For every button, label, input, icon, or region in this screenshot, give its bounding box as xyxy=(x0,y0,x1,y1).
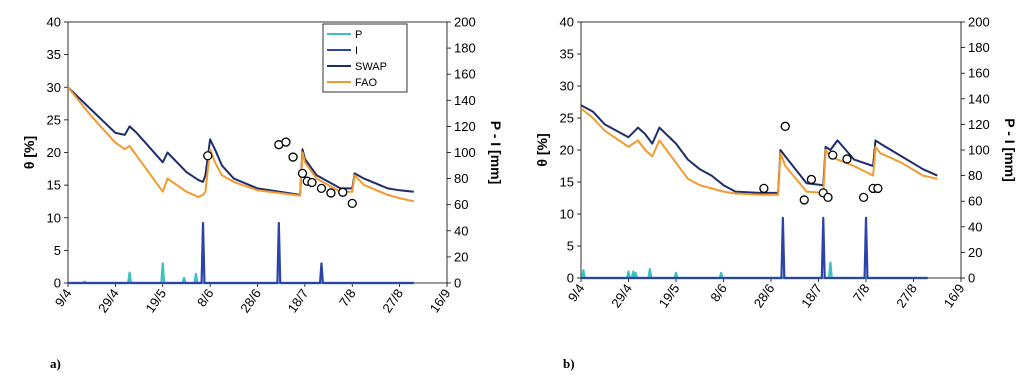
ytick-left-label: 30 xyxy=(560,79,574,94)
observed-point xyxy=(297,168,308,179)
panel-label: b) xyxy=(563,356,575,371)
xtick-label: 28/6 xyxy=(237,286,264,315)
ytick-left-label: 40 xyxy=(47,15,61,30)
xtick-label: 28/6 xyxy=(751,281,778,310)
xtick-label: 16/9 xyxy=(427,286,454,315)
observed-point xyxy=(347,198,357,209)
ytick-right-label: 80 xyxy=(968,168,982,183)
series-i-line xyxy=(68,221,414,285)
ytick-right-label: 20 xyxy=(454,249,468,264)
series-p-line xyxy=(580,261,928,280)
ytick-right-label: 0 xyxy=(454,276,461,291)
plot-frame-1 xyxy=(580,21,962,279)
y-axis-left-title: θ [%] xyxy=(21,136,37,169)
ytick-left-label: 40 xyxy=(560,15,574,30)
observed-point xyxy=(799,195,809,205)
observed-point xyxy=(338,187,348,197)
ytick-left-label: 5 xyxy=(567,239,574,254)
ytick-left-label: 30 xyxy=(47,80,61,95)
ytick-right-label: 40 xyxy=(968,219,982,234)
observed-point xyxy=(288,152,298,162)
series-swap-line xyxy=(580,104,938,194)
ytick-right-label: 200 xyxy=(968,15,990,30)
observed-point xyxy=(780,121,790,131)
ytick-left-label: 0 xyxy=(54,276,61,291)
observed-point xyxy=(823,192,833,203)
ytick-right-label: 160 xyxy=(968,66,990,81)
observed-point xyxy=(842,154,852,164)
xtick-label: 27/8 xyxy=(379,286,406,315)
observed-point xyxy=(307,177,317,188)
ytick-right-label: 120 xyxy=(454,119,476,134)
ytick-right-label: 20 xyxy=(968,245,982,260)
ytick-right-label: 200 xyxy=(454,15,476,30)
xtick-label: 7/8 xyxy=(850,281,873,304)
y-axis-right-title: P - I [mm] xyxy=(1002,118,1018,182)
ytick-left-label: 10 xyxy=(47,210,61,225)
ytick-left-label: 15 xyxy=(560,175,574,190)
xtick-label: 29/4 xyxy=(95,286,122,315)
xtick-label: 8/6 xyxy=(194,286,217,309)
ytick-left-label: 20 xyxy=(47,145,61,160)
ytick-left-label: 35 xyxy=(560,47,574,62)
ytick-right-label: 80 xyxy=(454,171,468,186)
ytick-right-label: 180 xyxy=(968,40,990,55)
ytick-left-label: 5 xyxy=(54,243,61,258)
legend-label-swap: SWAP xyxy=(355,61,387,73)
ytick-left-label: 0 xyxy=(567,271,574,286)
ytick-right-label: 40 xyxy=(454,223,468,238)
xtick-label: 7/8 xyxy=(336,286,359,309)
ytick-left-label: 25 xyxy=(47,112,61,127)
ytick-right-label: 160 xyxy=(454,67,476,82)
xtick-label: 8/6 xyxy=(707,281,730,304)
observed-point xyxy=(858,192,869,203)
xtick-label: 29/4 xyxy=(608,281,635,310)
xtick-label: 27/8 xyxy=(893,281,920,310)
y-axis-right-title: P - I [mm] xyxy=(488,121,504,185)
xtick-label: 18/7 xyxy=(798,281,825,310)
xtick-label: 18/7 xyxy=(285,286,312,315)
ytick-right-label: 140 xyxy=(968,91,990,106)
observed-point xyxy=(873,183,883,194)
observed-point xyxy=(316,183,327,194)
xtick-label: 19/5 xyxy=(656,281,683,310)
legend-label-fao: FAO xyxy=(355,77,377,89)
series-fao-line xyxy=(580,107,938,196)
xtick-label: 16/9 xyxy=(941,281,968,310)
y-axis-left-title: θ [%] xyxy=(534,133,550,166)
xtick-label: 19/5 xyxy=(142,286,169,315)
ytick-left-label: 35 xyxy=(47,47,61,62)
ytick-left-label: 15 xyxy=(47,178,61,193)
observed-point xyxy=(203,151,213,161)
series-i-line xyxy=(581,216,928,280)
ytick-left-label: 10 xyxy=(560,207,574,222)
ytick-right-label: 140 xyxy=(454,93,476,108)
observed-point xyxy=(759,183,769,194)
ytick-right-label: 0 xyxy=(968,271,975,286)
series-fao-line xyxy=(67,86,415,203)
ytick-right-label: 60 xyxy=(968,194,982,209)
panel-label: a) xyxy=(50,356,61,371)
observed-point xyxy=(828,150,838,160)
legend-label-p: P xyxy=(355,29,362,41)
legend-label-i: I xyxy=(355,45,358,57)
legend-box xyxy=(322,23,408,93)
ytick-right-label: 120 xyxy=(968,117,990,132)
ytick-right-label: 180 xyxy=(454,41,476,56)
observed-point xyxy=(806,174,817,185)
series-p-line xyxy=(68,262,414,285)
series-swap-line xyxy=(67,86,414,196)
ytick-left-label: 20 xyxy=(560,143,574,158)
observed-point xyxy=(326,188,336,198)
ytick-right-label: 60 xyxy=(454,197,468,212)
ytick-left-label: 25 xyxy=(560,111,574,126)
observed-point xyxy=(281,137,291,147)
ytick-right-label: 100 xyxy=(968,143,990,158)
ytick-right-label: 100 xyxy=(454,145,476,160)
